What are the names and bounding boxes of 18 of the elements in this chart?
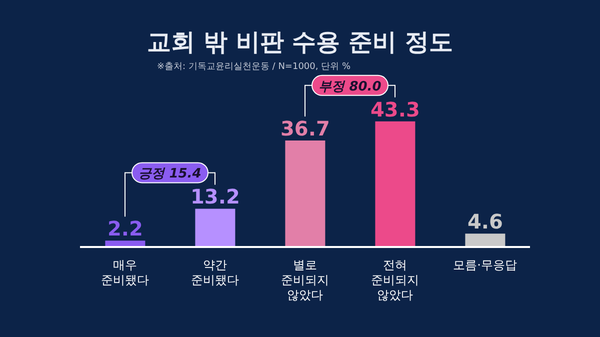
bar xyxy=(375,121,416,247)
annotation: 긍정 15.4 xyxy=(138,166,202,182)
data-label: 13.2 xyxy=(190,184,240,209)
x-tick-label: 약간 준비됐다 xyxy=(191,258,239,287)
bar xyxy=(465,234,506,247)
data-label: 2.2 xyxy=(107,216,143,241)
chart-title: 교회 밖 비판 수용 준비 정도 xyxy=(146,27,454,58)
chart-subtitle: ※출처: 기독교윤리실천운동 / N=1000, 단위 % xyxy=(157,61,350,73)
text: 부정 80.0 xyxy=(318,79,382,94)
x-tick-label: 전혀 준비되지 않았다 xyxy=(371,258,419,302)
data-label: 43.3 xyxy=(370,97,420,122)
data-label: 4.6 xyxy=(467,210,503,234)
x-tick-label: 별로 준비되지 않았다 xyxy=(281,258,329,302)
x-tick-label: 매우 준비됐다 xyxy=(101,258,149,287)
data-label: 36.7 xyxy=(280,116,330,141)
bar xyxy=(285,140,326,247)
x-tick-label: 모름·무응답 xyxy=(453,258,517,272)
bar xyxy=(195,208,236,247)
